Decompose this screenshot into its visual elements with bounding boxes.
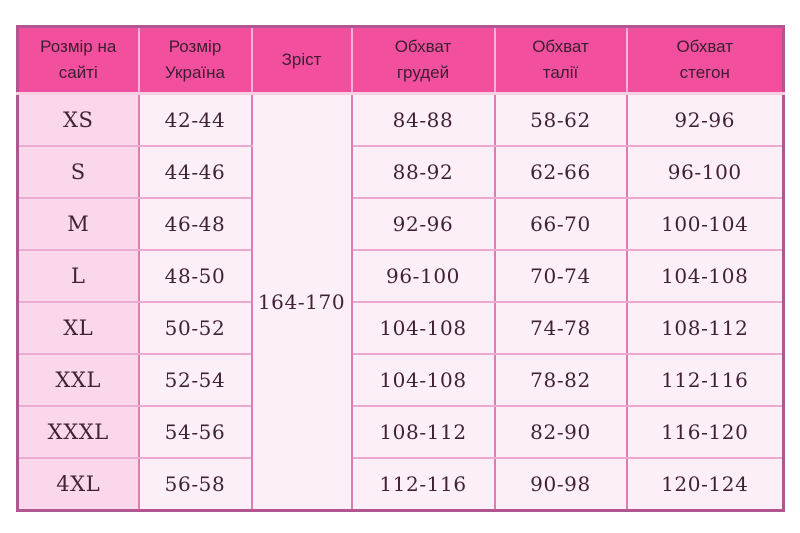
size-cell: M [16, 197, 140, 251]
ukraine-size-cell: 52-54 [137, 353, 253, 407]
table-row: S 44-46 88-92 62-66 96-100 [16, 145, 785, 199]
table-row: 4XL 56-58 112-116 90-98 120-124 [16, 457, 785, 512]
waist-cell: 58-62 [493, 92, 628, 147]
header-size-ukraine: Розмір Україна [137, 26, 253, 95]
header-waist: Обхват талії [493, 26, 628, 95]
hips-cell: 92-96 [625, 92, 785, 147]
waist-cell: 82-90 [493, 405, 628, 459]
size-chart-table: Розмір на сайті Розмір Україна Зріст Обх… [16, 25, 785, 512]
table-row: L 48-50 96-100 70-74 104-108 [16, 249, 785, 303]
waist-cell: 66-70 [493, 197, 628, 251]
hips-cell: 100-104 [625, 197, 785, 251]
hips-cell: 112-116 [625, 353, 785, 407]
header-row: Розмір на сайті Розмір Україна Зріст Обх… [17, 26, 784, 95]
ukraine-size-cell: 44-46 [137, 145, 253, 199]
header-size-site: Розмір на сайті [17, 26, 140, 95]
size-cell: L [16, 249, 140, 303]
waist-cell: 74-78 [493, 301, 628, 355]
hips-cell: 108-112 [625, 301, 785, 355]
size-cell: 4XL [16, 457, 140, 512]
size-cell: XXL [16, 353, 140, 407]
header-hips: Обхват стегон [625, 26, 784, 95]
height-merged-cell: 164-170 [250, 92, 353, 512]
header-chest: Обхват грудей [350, 26, 496, 95]
ukraine-size-cell: 50-52 [137, 301, 253, 355]
waist-cell: 62-66 [493, 145, 628, 199]
ukraine-size-cell: 46-48 [137, 197, 253, 251]
size-cell: S [16, 145, 140, 199]
ukraine-size-cell: 48-50 [137, 249, 253, 303]
table-row: XL 50-52 104-108 74-78 108-112 [16, 301, 785, 355]
chest-cell: 108-112 [350, 405, 496, 459]
table-row: XS 42-44 164-170 84-88 58-62 92-96 [16, 92, 785, 512]
chest-cell: 104-108 [350, 301, 496, 355]
header-height: Зріст [250, 26, 353, 95]
table-row: XXL 52-54 104-108 78-82 112-116 [16, 353, 785, 407]
size-cell: XS [16, 92, 140, 147]
chest-cell: 96-100 [350, 249, 496, 303]
size-cell: XL [16, 301, 140, 355]
chest-cell: 112-116 [350, 457, 496, 512]
table-row: XXXL 54-56 108-112 82-90 116-120 [16, 405, 785, 459]
chest-cell: 104-108 [350, 353, 496, 407]
hips-cell: 96-100 [625, 145, 785, 199]
ukraine-size-cell: 42-44 [137, 92, 253, 147]
ukraine-size-cell: 54-56 [137, 405, 253, 459]
size-cell: XXXL [16, 405, 140, 459]
hips-cell: 120-124 [625, 457, 785, 512]
table-row: M 46-48 92-96 66-70 100-104 [16, 197, 785, 251]
waist-cell: 70-74 [493, 249, 628, 303]
ukraine-size-cell: 56-58 [137, 457, 253, 512]
waist-cell: 90-98 [493, 457, 628, 512]
chest-cell: 88-92 [350, 145, 496, 199]
hips-cell: 116-120 [625, 405, 785, 459]
chest-cell: 84-88 [350, 92, 496, 147]
hips-cell: 104-108 [625, 249, 785, 303]
chest-cell: 92-96 [350, 197, 496, 251]
waist-cell: 78-82 [493, 353, 628, 407]
